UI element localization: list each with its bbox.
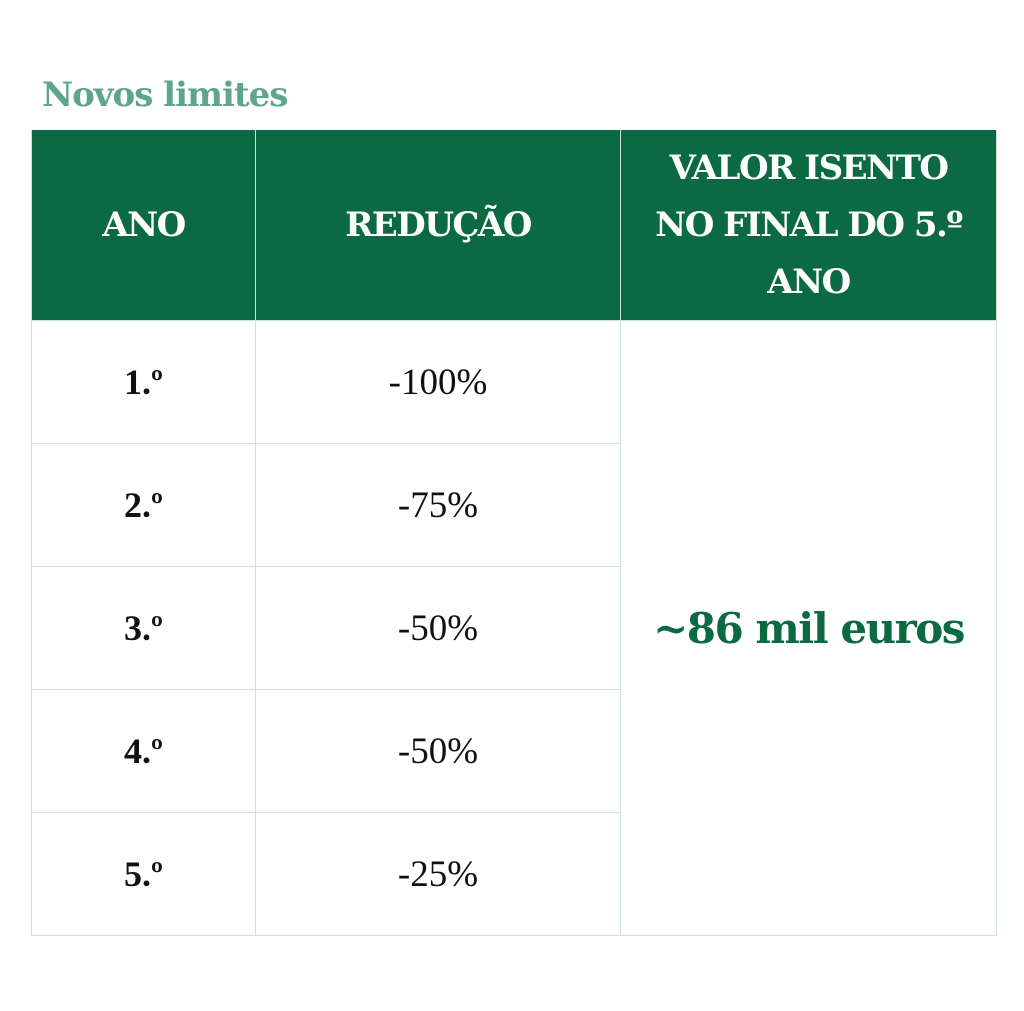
reduction-cell: -25% [255,812,621,936]
table-row: 4.º -50% [31,689,997,813]
page-title: Novos limites [42,75,288,115]
year-cell: 2.º [31,443,256,567]
reduction-cell: -50% [255,566,621,690]
column-header-exempt-line-2: NO FINAL DO 5.º [655,204,963,245]
year-cell: 5.º [31,812,256,936]
reduction-cell: -50% [255,689,621,813]
year-cell: 1.º [31,320,256,444]
table-row: 1.º -100% ~86 mil euros [31,320,997,936]
reduction-cell: -75% [255,443,621,567]
column-header-exempt-value: VALOR ISENTO NO FINAL DO 5.º ANO [620,130,997,321]
column-header-year: ANO [31,130,256,321]
column-header-exempt-line-3: ANO [767,261,851,302]
column-header-exempt-line-1: VALOR ISENTO [669,147,949,188]
year-cell: 3.º [31,566,256,690]
table-row: 2.º -75% [31,443,997,567]
table-row: 5.º -25% [31,812,997,936]
table-header-row: ANO REDUÇÃO VALOR ISENTO NO FINAL DO 5.º… [31,130,997,321]
column-header-reduction: REDUÇÃO [255,130,621,321]
limits-table: ANO REDUÇÃO VALOR ISENTO NO FINAL DO 5.º… [31,130,997,936]
reduction-cell: -100% [255,320,621,444]
year-cell: 4.º [31,689,256,813]
exempt-value-cell: ~86 mil euros [620,320,997,936]
